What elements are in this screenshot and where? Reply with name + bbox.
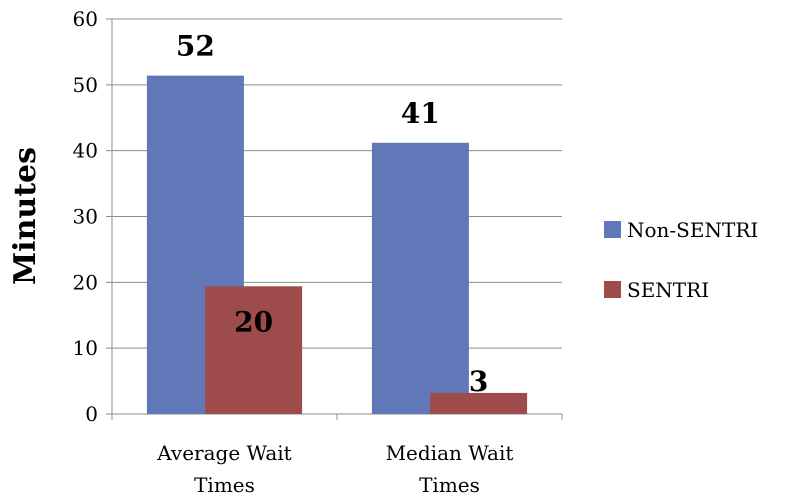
x-category-label: Times xyxy=(194,473,255,497)
legend-label: SENTRI xyxy=(627,278,709,302)
y-tick-label: 20 xyxy=(73,270,98,294)
data-label: 52 xyxy=(176,30,215,63)
y-tick-label: 30 xyxy=(73,205,98,229)
y-axis-ticks: 0 10 20 30 40 50 60 xyxy=(73,7,563,426)
data-labels: 52 20 41 3 xyxy=(176,30,488,398)
y-tick-label: 0 xyxy=(85,402,98,426)
x-axis-categories: Average Wait Times Median Wait Times xyxy=(156,441,513,497)
x-category-label: Average Wait xyxy=(156,441,291,465)
y-tick-label: 50 xyxy=(73,73,98,97)
legend-swatch xyxy=(604,281,621,298)
data-label: 3 xyxy=(469,365,488,398)
legend: Non-SENTRI SENTRI xyxy=(604,218,758,302)
x-category-label: Median Wait xyxy=(386,441,514,465)
bars xyxy=(146,75,528,414)
legend-label: Non-SENTRI xyxy=(627,218,758,242)
legend-swatch xyxy=(604,221,621,238)
data-label: 41 xyxy=(401,97,440,130)
data-label: 20 xyxy=(234,305,273,338)
y-axis-title: Minutes xyxy=(8,147,43,285)
x-category-label: Times xyxy=(419,473,480,497)
y-tick-label: 40 xyxy=(73,139,98,163)
bar-sentri-1 xyxy=(205,286,303,414)
y-tick-label: 10 xyxy=(73,336,98,360)
bar-non-sentri-2 xyxy=(371,142,469,414)
y-tick-label: 60 xyxy=(73,7,98,31)
bar-sentri-2 xyxy=(430,392,528,414)
